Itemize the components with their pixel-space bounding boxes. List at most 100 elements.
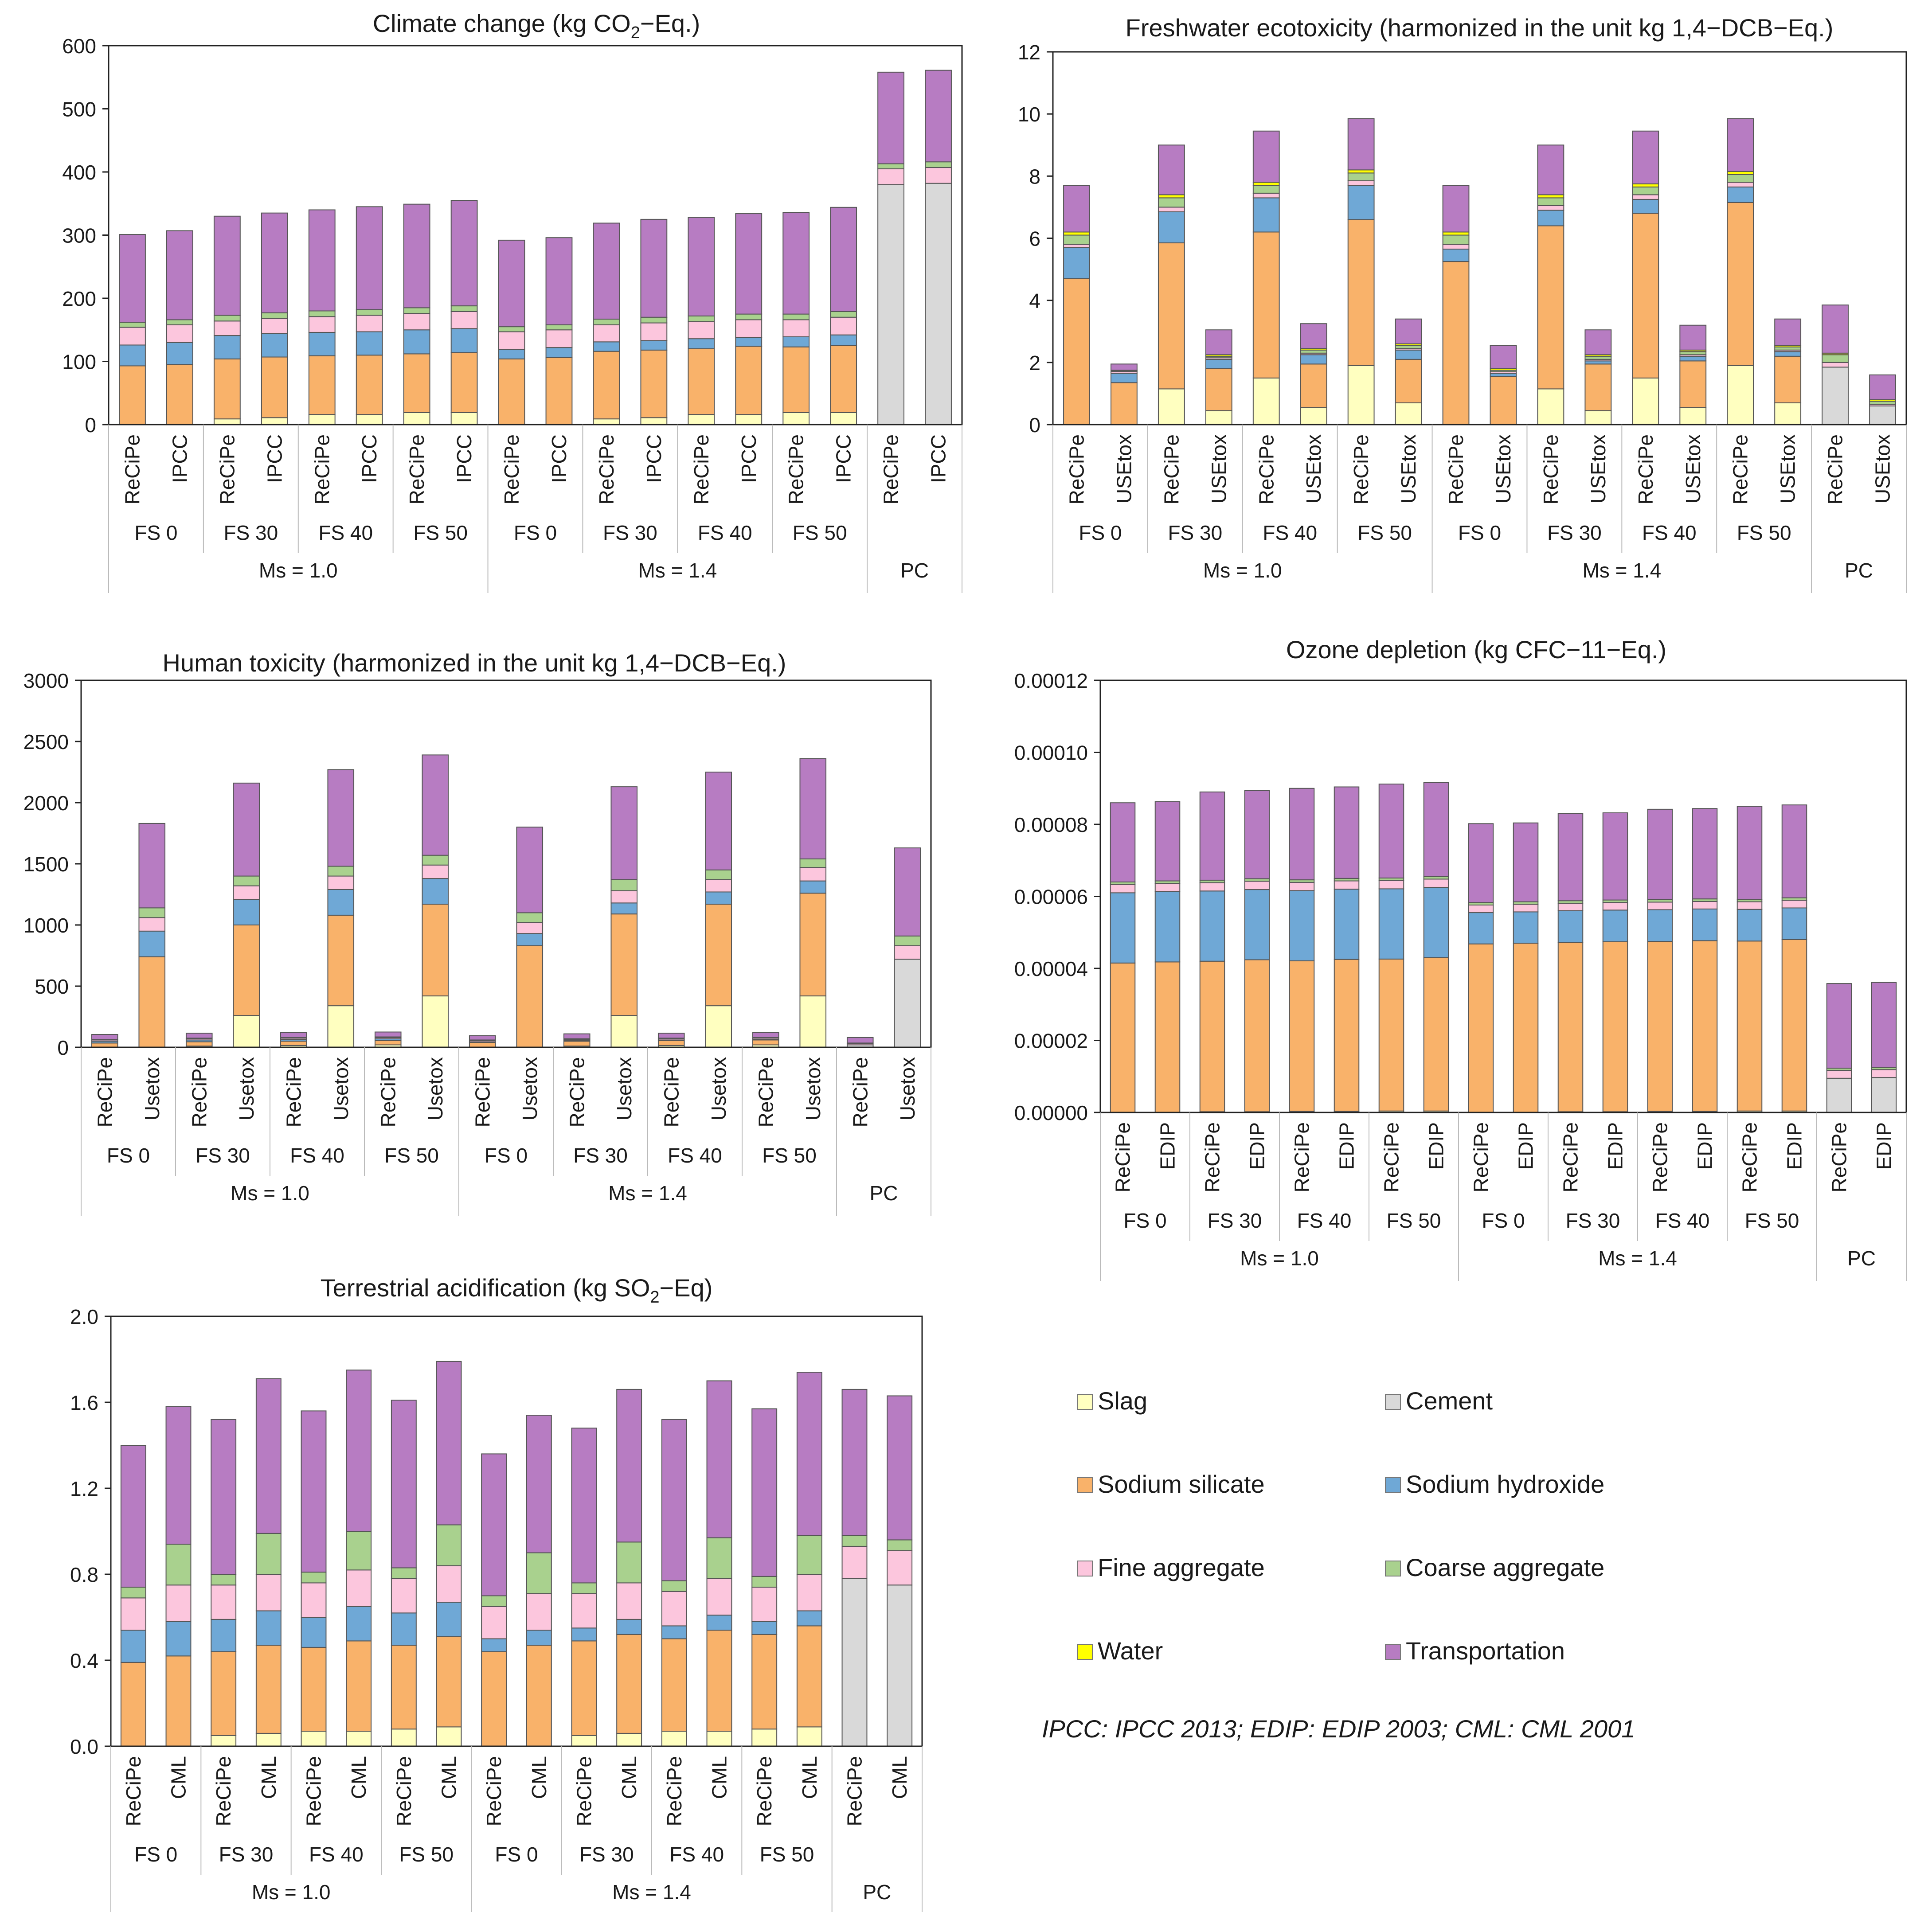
bar-segment-sodium-silicate bbox=[1774, 355, 1802, 403]
bar-segment-sodium-silicate bbox=[735, 346, 763, 415]
bar-segment-sodium-silicate bbox=[1154, 961, 1181, 1113]
method-label: ReCiPe bbox=[785, 434, 808, 505]
bar-segment-transportation bbox=[640, 219, 668, 318]
bar-segment-transportation bbox=[1252, 130, 1280, 183]
bar-segment-sodium-silicate bbox=[782, 346, 810, 413]
bar-segment-water bbox=[1347, 169, 1375, 174]
bar-segment-coarse-aggregate bbox=[545, 324, 573, 331]
bar-segment-fine-aggregate bbox=[1154, 883, 1181, 892]
bar-segment-slag bbox=[450, 412, 478, 425]
bar-segment-sodium-silicate bbox=[752, 1039, 779, 1046]
bar-segment-transportation bbox=[1158, 144, 1185, 195]
y-tick-label: 600 bbox=[62, 35, 96, 58]
y-tick-label: 200 bbox=[62, 287, 96, 310]
bar-segment-water bbox=[1158, 194, 1185, 199]
charts-layer: Climate change (kg CO2−Eq.)0100200300400… bbox=[23, 9, 1907, 1912]
method-label: Usetox bbox=[896, 1057, 919, 1120]
bar-segment-coarse-aggregate bbox=[1395, 345, 1422, 349]
fs-group-label: FS 40 bbox=[1642, 521, 1697, 544]
method-label: USEtox bbox=[1492, 434, 1515, 503]
bar-segment-transportation bbox=[1244, 790, 1270, 879]
bar-segment-transportation bbox=[657, 1033, 685, 1039]
bar-segment-cement bbox=[841, 1578, 868, 1747]
plot-frame bbox=[110, 1315, 923, 1747]
bar-segment-fine-aggregate bbox=[1244, 881, 1270, 890]
bar-segment-sodium-hydroxide bbox=[346, 1606, 372, 1642]
y-tick-label: 0 bbox=[57, 1036, 69, 1059]
fs-group-label: FS 0 bbox=[107, 1144, 150, 1167]
bar-segment-transportation bbox=[563, 1033, 591, 1039]
bar-segment-sodium-hydroxide bbox=[706, 1615, 732, 1631]
method-label: Usetox bbox=[802, 1057, 825, 1120]
bar-segment-transportation bbox=[308, 209, 336, 312]
ms-group-label: Ms = 1.4 bbox=[1582, 559, 1661, 582]
bar-segment-sodium-silicate bbox=[481, 1651, 507, 1747]
bar-segment-sodium-hydroxide bbox=[1334, 889, 1360, 960]
method-label: EDIP bbox=[1156, 1122, 1179, 1170]
bar-segment-sodium-silicate bbox=[436, 1636, 462, 1728]
bar-segment-coarse-aggregate bbox=[346, 1531, 372, 1571]
bar-segment-fine-aggregate bbox=[422, 864, 449, 879]
method-label: ReCiPe bbox=[573, 1756, 596, 1826]
bar-segment-transportation bbox=[356, 206, 383, 310]
bar-segment-slag bbox=[436, 1726, 462, 1747]
bar-segment-fine-aggregate bbox=[593, 324, 620, 343]
bar-segment-fine-aggregate bbox=[138, 917, 166, 932]
bar-segment-sodium-hydroxide bbox=[498, 349, 525, 359]
method-label: ReCiPe bbox=[1065, 434, 1088, 505]
fs-group-label: FS 30 bbox=[1547, 521, 1602, 544]
method-label: CML bbox=[798, 1756, 821, 1799]
bar-segment-slag bbox=[308, 414, 336, 425]
bar-segment-coarse-aggregate bbox=[119, 322, 146, 328]
fs-group-label: FS 30 bbox=[223, 521, 278, 544]
bar-segment-slag bbox=[1205, 410, 1232, 425]
bar-segment-sodium-hydroxide bbox=[782, 336, 810, 347]
method-label: ReCiPe bbox=[1160, 434, 1183, 505]
legend-label: Slag bbox=[1098, 1387, 1147, 1415]
bar-segment-sodium-hydroxide bbox=[751, 1621, 778, 1635]
bar-segment-transportation bbox=[391, 1400, 417, 1569]
method-label: IPCC bbox=[737, 434, 760, 483]
pc-group-label: PC bbox=[1847, 1247, 1876, 1270]
bar-segment-sodium-hydroxide bbox=[1602, 909, 1628, 942]
bar-segment-transportation bbox=[1442, 185, 1470, 233]
bar-segment-coarse-aggregate bbox=[830, 311, 857, 318]
bar-segment-transportation bbox=[705, 772, 732, 870]
method-label: EDIP bbox=[1693, 1122, 1717, 1170]
bar-segment-sodium-hydroxide bbox=[640, 340, 668, 351]
ms-group-label: Ms = 1.4 bbox=[638, 559, 717, 582]
bar-segment-slag bbox=[1347, 365, 1375, 425]
fs-group-label: FS 50 bbox=[1745, 1209, 1799, 1232]
bar-segment-sodium-silicate bbox=[1557, 942, 1584, 1112]
bar-segment-fine-aggregate bbox=[481, 1606, 507, 1639]
bar-segment-sodium-hydroxide bbox=[1423, 887, 1449, 958]
bar-segment-coarse-aggregate bbox=[782, 313, 810, 320]
bar-segment-transportation bbox=[403, 203, 430, 308]
bar-segment-slag bbox=[1632, 377, 1659, 425]
bar-segment-coarse-aggregate bbox=[706, 1537, 732, 1579]
bar-segment-coarse-aggregate bbox=[356, 309, 383, 316]
bar-segment-fine-aggregate bbox=[1537, 205, 1564, 211]
legend-label: Fine aggregate bbox=[1098, 1553, 1265, 1581]
method-label: ReCiPe bbox=[405, 434, 428, 505]
bar-segment-transportation bbox=[1199, 791, 1225, 881]
bar-segment-sodium-hydroxide bbox=[593, 341, 620, 352]
bar-segment-slag bbox=[213, 418, 241, 425]
bar-segment-sodium-hydroxide bbox=[516, 933, 544, 946]
bar-segment-transportation bbox=[1692, 808, 1718, 900]
fs-group-label: FS 50 bbox=[413, 521, 468, 544]
bar-segment-sodium-hydroxide bbox=[403, 329, 430, 355]
plot-frame bbox=[80, 679, 932, 1048]
bar-segment-sodium-silicate bbox=[450, 352, 478, 413]
y-tick-label: 0.00012 bbox=[1014, 669, 1088, 692]
bar-segment-sodium-hydroxide bbox=[796, 1610, 822, 1627]
bar-segment-fine-aggregate bbox=[119, 327, 146, 346]
bar-segment-slag bbox=[640, 417, 668, 425]
bar-segment-fine-aggregate bbox=[830, 316, 857, 336]
method-label: ReCiPe bbox=[392, 1756, 415, 1826]
bar-segment-transportation bbox=[610, 786, 638, 880]
bar-segment-sodium-hydroxide bbox=[1692, 908, 1718, 941]
bar-segment-slag bbox=[403, 412, 430, 425]
bar-segment-transportation bbox=[782, 212, 810, 315]
bar-segment-transportation bbox=[1632, 130, 1659, 184]
